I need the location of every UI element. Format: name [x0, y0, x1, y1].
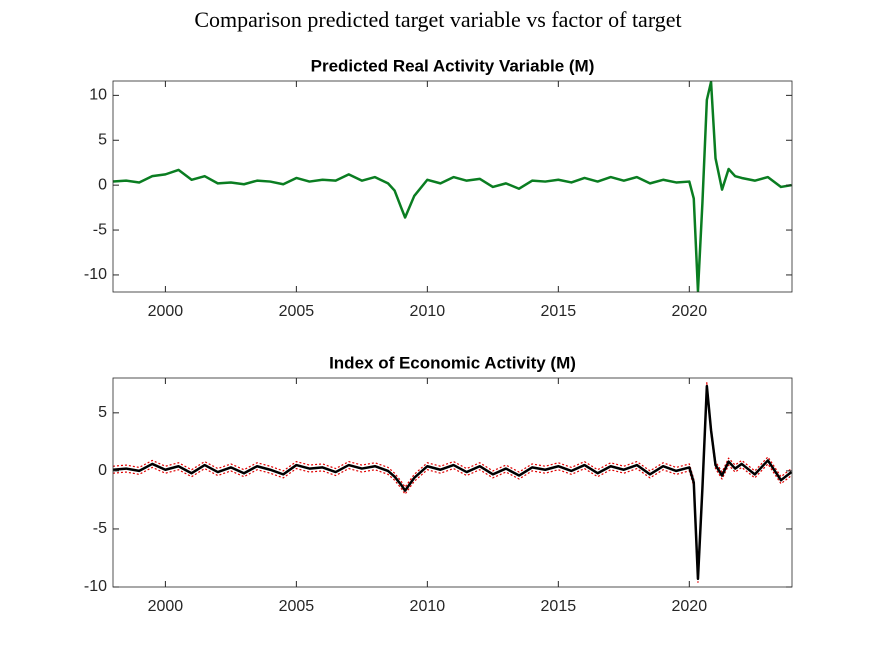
y-tick-label: -5 [93, 221, 107, 238]
axes-box [112, 377, 793, 588]
x-tick-label: 2020 [672, 598, 708, 615]
x-tick-label: 2020 [672, 303, 708, 320]
chart-title: Index of Economic Activity (M) [329, 353, 576, 372]
x-tick-label: 2015 [541, 303, 577, 320]
y-tick-label: -5 [93, 520, 107, 537]
y-tick-label: 10 [89, 87, 107, 104]
data-line [113, 382, 792, 576]
plot-area [113, 81, 792, 292]
x-tick-label: 2005 [279, 598, 315, 615]
x-tick-label: 2010 [410, 598, 446, 615]
y-tick-label: 5 [98, 404, 107, 421]
y-tick-label: 0 [98, 462, 107, 479]
data-line [113, 81, 792, 292]
chart-title: Predicted Real Activity Variable (M) [311, 56, 595, 75]
x-tick-label: 2000 [148, 303, 184, 320]
figure-title: Comparison predicted target variable vs … [194, 7, 681, 32]
y-tick-label: 5 [98, 131, 107, 148]
plot-area [113, 378, 792, 587]
y-tick-label: -10 [84, 266, 107, 283]
x-tick-label: 2000 [148, 598, 184, 615]
data-line [113, 384, 792, 581]
y-tick-label: -10 [84, 578, 107, 595]
y-tick-label: 0 [98, 176, 107, 193]
x-tick-label: 2015 [541, 598, 577, 615]
x-tick-label: 2010 [410, 303, 446, 320]
axes-box [112, 80, 793, 293]
x-tick-label: 2005 [279, 303, 315, 320]
